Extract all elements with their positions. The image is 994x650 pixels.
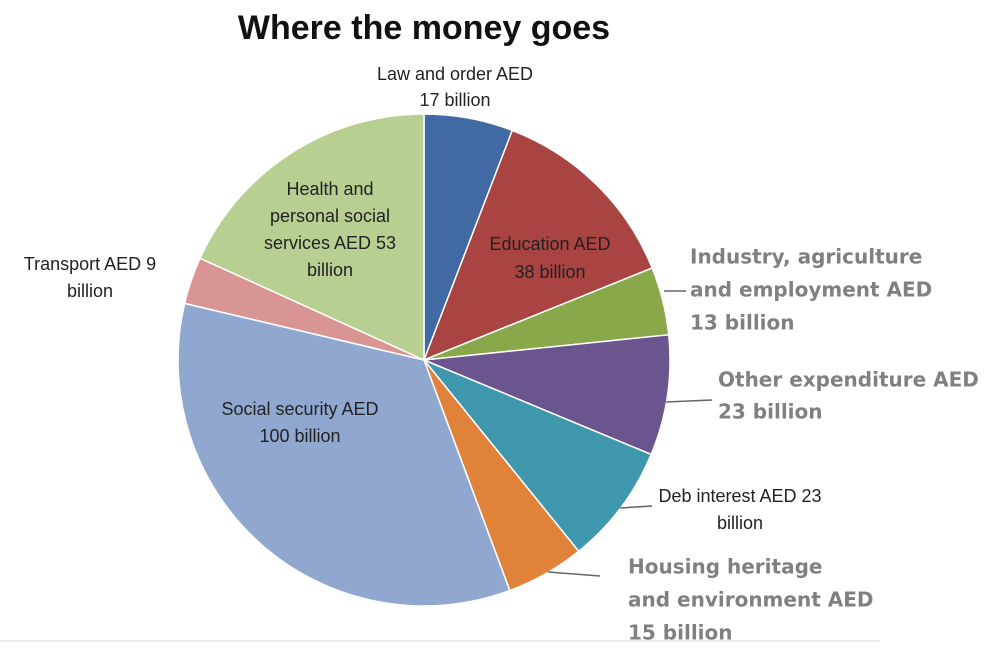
slice-label: Education AED (489, 234, 610, 254)
slice-label: billion (307, 260, 353, 280)
slice-label: services AED 53 (264, 233, 396, 253)
slice-label: and environment AED (628, 588, 873, 612)
leader-line (547, 571, 601, 577)
slice-label: 23 billion (718, 400, 823, 424)
slice-label: Other expenditure AED (718, 368, 979, 392)
slice-label: billion (67, 281, 113, 301)
slice-label: Health and (286, 179, 373, 199)
slice-label: Housing heritage (628, 555, 822, 579)
leader-line (619, 505, 653, 509)
slice-label: Industry, agriculture (690, 245, 922, 269)
pie-slice (423, 333, 671, 456)
slice-label: Deb interest AED 23 (658, 486, 821, 506)
slice-label: Law and order AED (377, 64, 533, 84)
slice-label: 100 billion (259, 426, 340, 446)
slice-label: personal social (270, 206, 390, 226)
pie-slice (177, 302, 511, 607)
slice-label: Transport AED 9 (24, 254, 156, 274)
slice-label: billion (717, 513, 763, 533)
slice-label: 38 billion (514, 262, 585, 282)
chart-title: Where the money goes (238, 9, 610, 47)
slice-label: and employment AED (690, 278, 932, 302)
pie-slice (422, 129, 654, 362)
slice-label: 17 billion (419, 90, 490, 110)
pie-slice (199, 113, 425, 362)
slice-label: 15 billion (628, 621, 733, 645)
leader-line (665, 399, 713, 403)
slice-label: 13 billion (690, 311, 795, 335)
slice-label: Social security AED (221, 399, 378, 419)
